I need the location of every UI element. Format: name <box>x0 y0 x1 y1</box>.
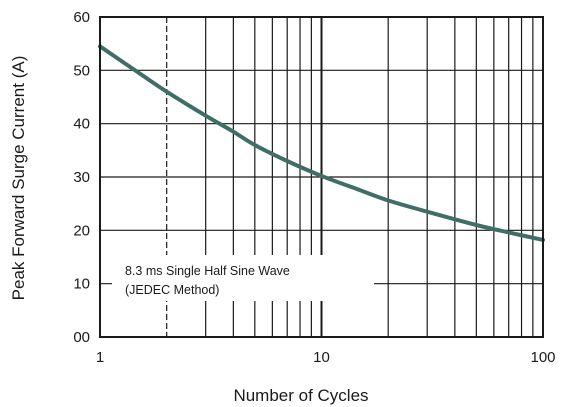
y-axis-title: Peak Forward Surge Current (A) <box>9 56 28 301</box>
x-axis-title: Number of Cycles <box>233 386 368 405</box>
y-tick-label: 50 <box>73 62 90 79</box>
annotation-background <box>112 255 374 301</box>
y-tick-label: 60 <box>73 9 90 26</box>
surge-current-curve <box>98 44 545 242</box>
series-layer <box>98 44 545 242</box>
y-tick-labels: 00 10 20 30 40 50 60 <box>73 9 90 346</box>
x-tick-label: 1 <box>96 349 104 366</box>
annotation-line-2: (JEDEC Method) <box>125 283 219 297</box>
y-tick-label: 30 <box>73 169 90 186</box>
y-tick-label: 10 <box>73 276 90 293</box>
y-tick-label: 40 <box>73 116 90 133</box>
y-tick-label: 20 <box>73 222 90 239</box>
annotation-box: 8.3 ms Single Half Sine Wave (JEDEC Meth… <box>112 255 374 301</box>
y-tick-label: 00 <box>73 329 90 346</box>
plot-frame <box>99 16 544 338</box>
x-tick-labels: 1 10 100 <box>96 349 556 366</box>
annotation-line-1: 8.3 ms Single Half Sine Wave <box>125 264 290 278</box>
x-tick-label: 100 <box>530 349 555 366</box>
x-tick-label: 10 <box>313 349 330 366</box>
